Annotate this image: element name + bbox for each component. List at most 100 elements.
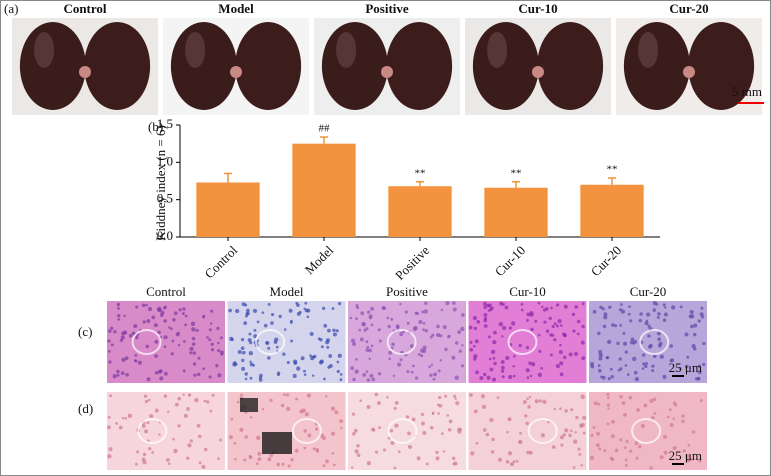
- cell-nucleus: [659, 354, 664, 359]
- cell-nucleus: [538, 349, 542, 353]
- cell-nucleus: [559, 361, 564, 366]
- cell-nucleus: [659, 455, 664, 460]
- histology-image: [107, 301, 225, 383]
- cell-nucleus: [663, 312, 669, 317]
- cell-nucleus: [177, 331, 180, 335]
- bar: [196, 182, 260, 237]
- cell-nucleus: [406, 321, 410, 325]
- significance-mark: **: [607, 164, 618, 176]
- cell-nucleus: [145, 344, 150, 349]
- cell-nucleus: [414, 311, 418, 315]
- cell-nucleus: [687, 443, 691, 447]
- cell-nucleus: [693, 323, 698, 328]
- bar: [292, 143, 356, 237]
- cell-nucleus: [318, 360, 323, 365]
- cell-nucleus: [662, 303, 666, 307]
- cell-nucleus: [657, 312, 661, 316]
- cell-nucleus: [578, 453, 582, 456]
- ureter: [532, 66, 544, 78]
- cell-nucleus: [614, 448, 619, 453]
- cell-nucleus: [377, 328, 381, 332]
- cell-nucleus: [519, 432, 522, 435]
- cell-nucleus: [117, 306, 120, 310]
- cell-nucleus: [289, 321, 293, 324]
- cell-nucleus: [625, 439, 629, 443]
- cell-nucleus: [422, 431, 427, 435]
- glomerulus: [631, 418, 662, 444]
- cell-nucleus: [431, 333, 435, 337]
- cell-nucleus: [658, 341, 663, 346]
- cell-nucleus: [689, 309, 694, 314]
- error-bar: [512, 180, 520, 188]
- cell-nucleus: [241, 358, 245, 363]
- cell-nucleus: [388, 357, 391, 361]
- cell-nucleus: [530, 361, 536, 367]
- cell-nucleus: [163, 306, 167, 310]
- cell-nucleus: [189, 351, 193, 355]
- cell-nucleus: [363, 328, 367, 332]
- cell-nucleus: [121, 357, 126, 362]
- cell-nucleus: [328, 354, 333, 358]
- cell-nucleus: [339, 378, 343, 382]
- cell-nucleus: [270, 321, 274, 325]
- cell-nucleus: [202, 367, 206, 371]
- cell-nucleus: [182, 369, 186, 373]
- cell-nucleus: [146, 421, 150, 425]
- cell-nucleus: [697, 319, 701, 323]
- cell-nucleus: [217, 373, 222, 378]
- glomerulus: [527, 418, 558, 444]
- cell-nucleus: [580, 464, 584, 467]
- cell-nucleus: [623, 412, 627, 417]
- cell-nucleus: [693, 332, 697, 337]
- cell-nucleus: [609, 367, 613, 371]
- cell-nucleus: [662, 318, 667, 322]
- cell-nucleus: [468, 325, 473, 330]
- cell-nucleus: [325, 338, 331, 343]
- cell-nucleus: [619, 438, 623, 442]
- cell-nucleus: [395, 325, 400, 330]
- cell-nucleus: [526, 397, 530, 401]
- cell-nucleus: [417, 353, 421, 356]
- cell-nucleus: [545, 329, 550, 333]
- group-label: Positive: [386, 284, 428, 299]
- cell-nucleus: [569, 429, 573, 433]
- cell-nucleus: [483, 312, 488, 317]
- cell-nucleus: [527, 405, 531, 409]
- cell-nucleus: [112, 374, 117, 379]
- y-tick-label: 1.5: [157, 116, 173, 131]
- cell-nucleus: [574, 305, 579, 309]
- cell-nucleus: [355, 305, 360, 310]
- cell-nucleus: [170, 352, 174, 356]
- cell-nucleus: [151, 451, 155, 454]
- cell-nucleus: [278, 314, 282, 319]
- cell-nucleus: [197, 356, 201, 360]
- glomerulus: [387, 418, 418, 444]
- cell-nucleus: [356, 443, 360, 448]
- cell-nucleus: [606, 422, 610, 426]
- cell-nucleus: [628, 305, 631, 308]
- glomerulus: [639, 329, 670, 355]
- cell-nucleus: [406, 370, 410, 374]
- cell-nucleus: [368, 348, 372, 353]
- cell-nucleus: [144, 399, 149, 404]
- cell-nucleus: [632, 356, 637, 362]
- cell-nucleus: [623, 446, 627, 450]
- cell-nucleus: [118, 425, 123, 430]
- cell-nucleus: [371, 427, 375, 432]
- cell-nucleus: [128, 333, 133, 338]
- kidney-highlight: [487, 32, 508, 68]
- cell-nucleus: [163, 345, 167, 349]
- cell-nucleus: [624, 364, 628, 367]
- cell-nucleus: [239, 427, 244, 432]
- cell-nucleus: [568, 433, 572, 438]
- cell-nucleus: [537, 372, 543, 377]
- cell-nucleus: [181, 312, 185, 316]
- cell-nucleus: [651, 369, 655, 373]
- cell-nucleus: [186, 406, 190, 411]
- kidney: [688, 22, 755, 110]
- glomerulus: [507, 329, 538, 355]
- cell-nucleus: [378, 426, 381, 430]
- cell-nucleus: [453, 394, 457, 398]
- cell-nucleus: [178, 308, 182, 312]
- cell-nucleus: [509, 462, 514, 467]
